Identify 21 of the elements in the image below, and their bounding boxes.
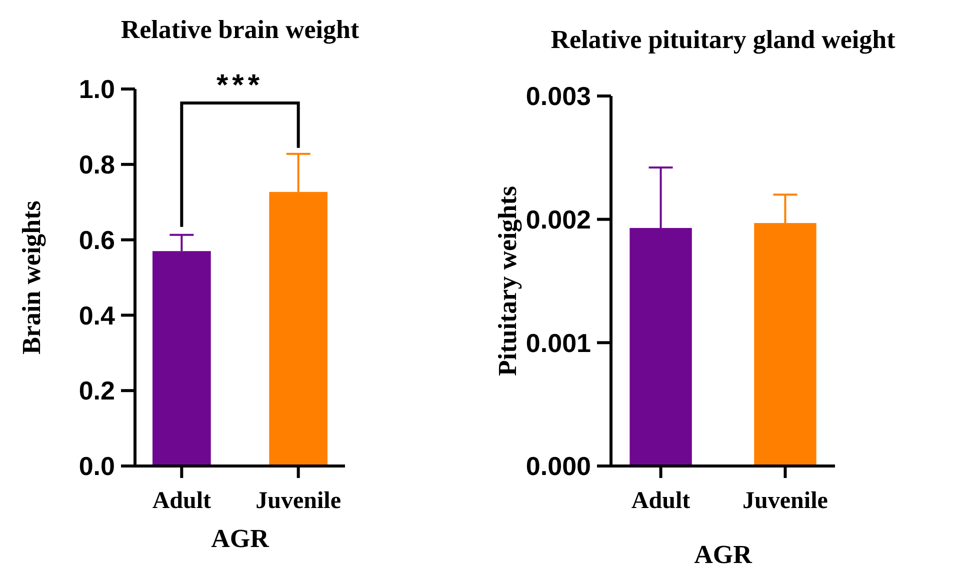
- y-tick-label: 0.2: [78, 376, 115, 406]
- y-tick-label: 0.0: [78, 451, 115, 482]
- x-tick-label: Juvenile: [742, 488, 828, 514]
- y-tick-label: 1.0: [78, 74, 115, 104]
- y-tick-label: 0.6: [78, 224, 115, 255]
- y-tick-label: 0.002: [526, 204, 591, 234]
- y-axis-title: Pituitary weights: [493, 186, 522, 376]
- annotation: ***: [216, 69, 264, 102]
- y-tick-label: 0.8: [78, 150, 115, 180]
- y-tick-label: 0.001: [526, 328, 591, 358]
- x-tick-label: Juvenile: [256, 488, 342, 514]
- x-axis-title: AGR: [694, 540, 752, 569]
- y-axis-title: Brain weights: [17, 200, 46, 354]
- x-axis-title: AGR: [211, 524, 270, 553]
- chart-title: Relative pituitary gland weight: [550, 25, 896, 54]
- y-tick-label: 0.003: [526, 81, 591, 112]
- y-tick-label: 0.4: [78, 300, 116, 330]
- x-tick-label: Adult: [631, 488, 690, 514]
- x-tick-label: Adult: [152, 488, 212, 514]
- y-tick-label: 0.000: [526, 451, 591, 482]
- chart-title: Relative brain weight: [120, 15, 360, 44]
